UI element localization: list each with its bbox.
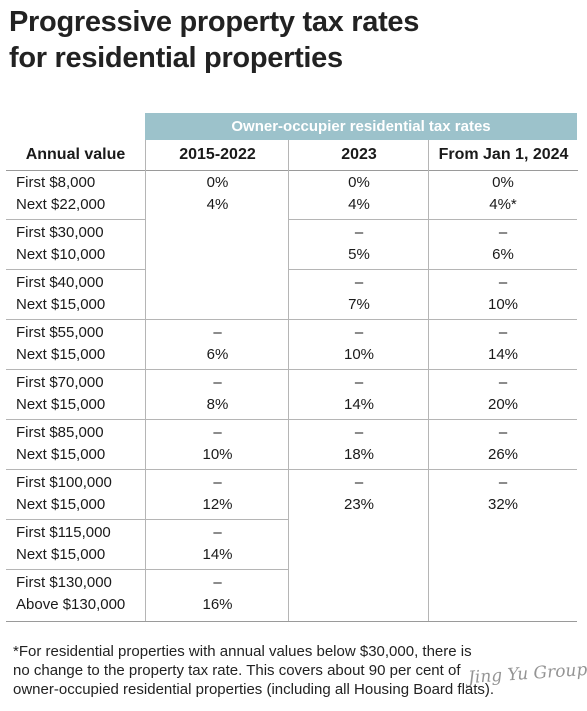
row-separator [288, 219, 577, 220]
group-header: Owner-occupier residential tax rates [145, 113, 577, 140]
footnote: *For residential properties with annual … [13, 642, 573, 699]
row-label-next: Next $15,000 [16, 446, 106, 463]
footnote-line-1: *For residential properties with annual … [13, 643, 472, 660]
rate-cell: 18% [343, 446, 375, 463]
rate-cell: 4%* [489, 196, 517, 213]
rate-cell: 23% [343, 496, 375, 513]
rate-cell: – [498, 474, 508, 491]
row-label-first: First $70,000 [16, 374, 104, 391]
rate-cell: 14% [202, 546, 233, 563]
row-separator [6, 419, 577, 420]
row-label-next: Next $15,000 [16, 296, 106, 313]
rate-cell: 8% [206, 396, 229, 413]
rate-cell: 0% [492, 174, 514, 191]
col-header-2015-2022: 2015-2022 [145, 140, 289, 171]
rate-cell: – [498, 224, 508, 241]
rate-cell: 10% [487, 296, 519, 313]
rate-cell: 7% [348, 296, 370, 313]
rate-cell: – [354, 424, 364, 441]
rate-cell: – [498, 274, 508, 291]
row-separator [6, 269, 145, 270]
title-line-1: Progressive property tax rates [9, 6, 420, 38]
rate-cell: – [213, 374, 222, 391]
row-separator [288, 269, 577, 270]
row-label-first: First $8,000 [16, 174, 96, 191]
row-label-next: Next $15,000 [16, 396, 106, 413]
row-label-first: First $130,000 [16, 574, 112, 591]
divider [288, 170, 289, 621]
row-separator [6, 569, 288, 570]
row-label-next: Next $10,000 [16, 246, 106, 263]
row-label-first: First $115,000 [16, 524, 111, 541]
page-title: Progressive property tax rates for resid… [9, 4, 579, 76]
title-line-2: for residential properties [9, 42, 343, 74]
rate-cell: 10% [343, 346, 375, 363]
rate-cell: 0% [348, 174, 370, 191]
rate-cell: – [498, 324, 508, 341]
row-label-next: Next $15,000 [16, 546, 106, 563]
divider [145, 170, 146, 621]
rate-cell: 12% [202, 496, 233, 513]
rate-cell: 32% [487, 496, 519, 513]
rate-cell: 5% [348, 246, 370, 263]
row-separator [6, 319, 577, 320]
rate-cell: 4% [206, 196, 229, 213]
rate-cell: 10% [202, 446, 233, 463]
rate-cell: 26% [487, 446, 519, 463]
rate-cell: 0% [206, 174, 229, 191]
row-label-first: First $30,000 [16, 224, 104, 241]
row-separator [6, 219, 145, 220]
rate-cell: 20% [487, 396, 519, 413]
row-label-first: First $85,000 [16, 424, 104, 441]
row-label-above: Above $130,000 [16, 596, 126, 613]
rate-cell: – [354, 224, 364, 241]
rate-cell: 16% [202, 596, 233, 613]
rate-cell: – [213, 474, 222, 491]
rate-cell: 4% [348, 196, 370, 213]
col-header-2023: 2023 [288, 140, 429, 171]
rate-cell: 14% [343, 396, 375, 413]
rate-cell: – [354, 474, 364, 491]
table-bottom-border [6, 621, 577, 622]
row-label-first: First $55,000 [16, 324, 104, 341]
row-label-next: Next $15,000 [16, 496, 106, 513]
row-separator [6, 519, 288, 520]
rate-cell: 6% [492, 246, 514, 263]
rate-cell: – [354, 374, 364, 391]
rate-cell: – [213, 524, 222, 541]
rate-cell: – [354, 324, 364, 341]
footnote-line-2: no change to the property tax rate. This… [13, 662, 461, 679]
row-label-next: Next $22,000 [16, 196, 106, 213]
col-header-2024: From Jan 1, 2024 [428, 140, 578, 171]
row-label-next: Next $15,000 [16, 346, 106, 363]
rate-cell: – [213, 574, 222, 591]
rate-cell: – [498, 374, 508, 391]
row-separator [6, 369, 577, 370]
footnote-line-3: owner-occupied residential properties (i… [13, 681, 495, 698]
row-label-first: First $100,000 [16, 474, 112, 491]
rate-cell: – [354, 274, 364, 291]
divider [428, 170, 429, 621]
row-separator [6, 469, 577, 470]
rate-cell: – [213, 324, 222, 341]
rate-cell: – [498, 424, 508, 441]
rate-cell: 6% [206, 346, 229, 363]
row-label-first: First $40,000 [16, 274, 104, 291]
col-header-annual-value: Annual value [6, 140, 145, 171]
rate-cell: – [213, 424, 222, 441]
rate-cell: 14% [487, 346, 519, 363]
